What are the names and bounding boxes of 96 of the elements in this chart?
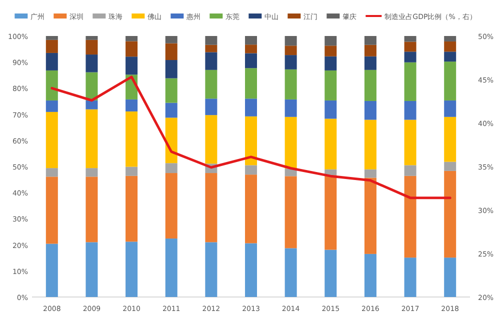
bar: [205, 70, 218, 99]
bar: [444, 100, 456, 117]
bar: [284, 69, 297, 100]
bar: [324, 46, 337, 56]
bar: [165, 36, 178, 44]
bar: [205, 44, 218, 52]
bar: [444, 258, 456, 297]
bar: [284, 99, 297, 117]
bar: [324, 250, 337, 297]
bar: [324, 36, 337, 46]
line-series: [50, 76, 452, 200]
bar: [245, 53, 257, 68]
bar: [284, 36, 297, 46]
bar: [165, 43, 178, 60]
bar: [444, 41, 456, 52]
bar: [126, 111, 138, 167]
bar: [46, 52, 58, 70]
bar: [165, 163, 178, 174]
bar: [126, 99, 138, 112]
bar: [404, 100, 416, 120]
bar: [86, 176, 98, 242]
bar: [404, 42, 416, 52]
bar: [205, 115, 218, 164]
bar: [205, 36, 218, 45]
bar: [126, 41, 138, 57]
bar: [165, 60, 178, 78]
bar: [86, 40, 98, 55]
bar: [364, 178, 376, 254]
bar: [126, 36, 138, 42]
bar: [126, 242, 138, 297]
bar: [86, 168, 98, 177]
bar: [324, 100, 337, 119]
bar: [404, 258, 416, 297]
bar: [165, 78, 178, 103]
bar: [444, 36, 456, 42]
bar: [364, 169, 376, 178]
bar: [86, 36, 98, 40]
bar: [324, 175, 337, 250]
bar: [86, 54, 98, 72]
bar: [245, 116, 257, 166]
bar: [126, 176, 138, 242]
bar: [46, 176, 58, 244]
bar: [444, 116, 456, 162]
bar: [245, 98, 257, 116]
bar: [165, 173, 178, 239]
bar: [364, 120, 376, 170]
bar: [46, 40, 58, 53]
bar: [404, 62, 416, 101]
bar: [165, 238, 178, 297]
bar: [86, 109, 98, 168]
bar: [284, 55, 297, 70]
bar: [245, 44, 257, 54]
bar: [46, 244, 58, 297]
bar: [245, 165, 257, 175]
bar: [444, 52, 456, 62]
bar: [205, 52, 218, 70]
bar: [165, 102, 178, 118]
bar: [165, 118, 178, 164]
bar: [245, 174, 257, 244]
bar: [444, 62, 456, 100]
bar: [46, 100, 58, 112]
bar: [284, 248, 297, 297]
bar: [404, 176, 416, 258]
bar: [364, 56, 376, 70]
bar: [404, 52, 416, 62]
bar: [46, 70, 58, 100]
bar: [284, 46, 297, 56]
bar: [86, 72, 98, 100]
bar: [404, 165, 416, 176]
bar: [364, 70, 376, 101]
bar: [364, 36, 376, 45]
bar: [126, 166, 138, 176]
bar: [284, 176, 297, 248]
bar: [324, 56, 337, 70]
bar: [444, 162, 456, 171]
bar: [46, 168, 58, 177]
bar: [364, 254, 376, 297]
bar: [245, 36, 257, 45]
bar: [324, 70, 337, 100]
bar: [86, 100, 98, 110]
bar: [205, 242, 218, 297]
bar: [444, 170, 456, 258]
bar: [46, 112, 58, 168]
bar: [126, 56, 138, 75]
bar: [205, 98, 218, 116]
bar: [205, 173, 218, 242]
bar: [364, 44, 376, 56]
bar: [284, 116, 297, 169]
bar: [245, 68, 257, 99]
bar: [245, 243, 257, 297]
bar: [404, 120, 416, 166]
bar: [324, 118, 337, 170]
bar: [86, 242, 98, 297]
bar: [364, 100, 376, 120]
bar: [46, 36, 58, 40]
bar: [404, 36, 416, 42]
